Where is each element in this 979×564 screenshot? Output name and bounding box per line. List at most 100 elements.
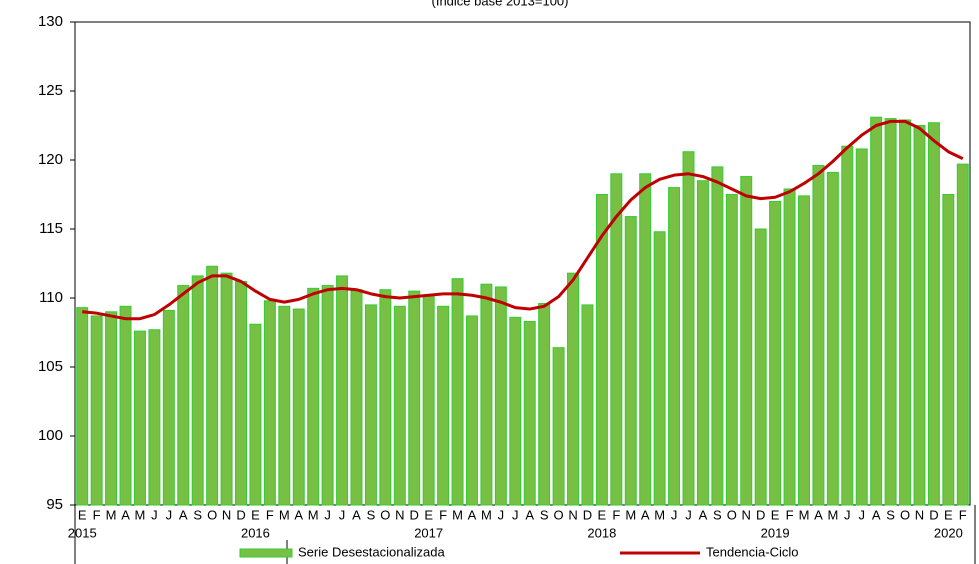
x-tick-label: J: [324, 507, 331, 522]
bar: [465, 315, 478, 506]
bar: [725, 194, 738, 506]
bar: [624, 216, 637, 506]
x-tick-label: M: [106, 507, 117, 522]
bar: [711, 166, 724, 506]
x-tick-label: E: [771, 507, 780, 522]
bar: [220, 272, 233, 506]
bar: [76, 307, 89, 506]
bar: [942, 194, 955, 506]
plot-frame: [74, 21, 971, 506]
bar: [740, 176, 753, 506]
bar: [639, 173, 652, 506]
y-tick-label: 125: [38, 82, 63, 99]
bar: [408, 290, 421, 506]
bar: [509, 316, 522, 506]
year-label: 2017: [414, 525, 443, 540]
bar: [595, 194, 608, 506]
x-tick-label: D: [756, 507, 765, 522]
bar: [263, 300, 276, 506]
x-tick-label: O: [900, 507, 910, 522]
bar: [177, 285, 190, 506]
x-tick-label: J: [685, 507, 692, 522]
x-tick-label: M: [308, 507, 319, 522]
y-tick-label: 130: [38, 13, 63, 30]
bar: [956, 163, 969, 506]
x-tick-label: J: [844, 507, 851, 522]
x-tick-label: A: [352, 507, 361, 522]
bar: [812, 165, 825, 506]
x-tick-label: N: [915, 507, 924, 522]
bar: [884, 118, 897, 506]
year-label: 2019: [761, 525, 790, 540]
x-tick-label: O: [727, 507, 737, 522]
x-tick-label: N: [568, 507, 577, 522]
bar: [437, 305, 450, 506]
x-tick-label: A: [872, 507, 881, 522]
x-tick-label: S: [713, 507, 722, 522]
bar: [899, 119, 912, 506]
bar: [927, 122, 940, 506]
bar: [668, 187, 681, 506]
bar: [393, 305, 406, 506]
bar: [610, 173, 623, 506]
x-tick-label: A: [468, 507, 477, 522]
bar: [336, 275, 349, 506]
bar: [581, 304, 594, 506]
bar: [798, 195, 810, 506]
bar: [841, 145, 854, 506]
bar: [350, 289, 363, 506]
bar: [90, 315, 103, 506]
legend-label: Tendencia-Ciclo: [706, 544, 799, 559]
x-tick-label: M: [827, 507, 838, 522]
x-tick-label: N: [395, 507, 404, 522]
bar: [653, 231, 666, 506]
y-tick-label: 95: [46, 496, 63, 513]
x-tick-label: F: [266, 507, 274, 522]
year-label: 2015: [68, 525, 97, 540]
x-tick-label: F: [612, 507, 620, 522]
x-tick-label: E: [424, 507, 433, 522]
x-tick-label: M: [135, 507, 146, 522]
x-tick-label: J: [498, 507, 505, 522]
y-tick-label: 115: [39, 220, 63, 237]
bar: [249, 323, 262, 506]
x-tick-label: S: [540, 507, 549, 522]
bar: [754, 228, 767, 506]
year-label: 2016: [241, 525, 270, 540]
bar: [523, 320, 536, 506]
x-tick-label: D: [583, 507, 592, 522]
bar: [364, 304, 377, 506]
bar: [783, 188, 796, 506]
bar: [162, 309, 175, 506]
x-tick-label: M: [625, 507, 636, 522]
x-tick-label: S: [367, 507, 376, 522]
x-tick-label: D: [236, 507, 245, 522]
legend-swatch: [239, 548, 293, 558]
bar: [480, 283, 493, 506]
bar: [292, 308, 305, 506]
bar: [235, 280, 247, 506]
x-tick-label: D: [410, 507, 419, 522]
x-tick-label: E: [944, 507, 953, 522]
bar: [307, 287, 320, 506]
x-tick-label: J: [671, 507, 678, 522]
x-tick-label: F: [959, 507, 967, 522]
bar: [379, 289, 392, 506]
year-label: 2018: [587, 525, 616, 540]
bar: [826, 171, 839, 506]
x-tick-label: E: [598, 507, 607, 522]
x-tick-label: F: [439, 507, 447, 522]
x-tick-label: O: [380, 507, 390, 522]
bar: [191, 275, 204, 506]
x-tick-label: J: [151, 507, 158, 522]
bar: [321, 285, 334, 506]
x-tick-label: S: [886, 507, 895, 522]
y-tick-label: 110: [39, 289, 63, 306]
x-tick-label: A: [525, 507, 534, 522]
bar: [278, 305, 291, 506]
x-tick-label: F: [786, 507, 794, 522]
bar: [913, 125, 926, 506]
bar: [769, 200, 782, 506]
x-tick-label: J: [512, 507, 519, 522]
